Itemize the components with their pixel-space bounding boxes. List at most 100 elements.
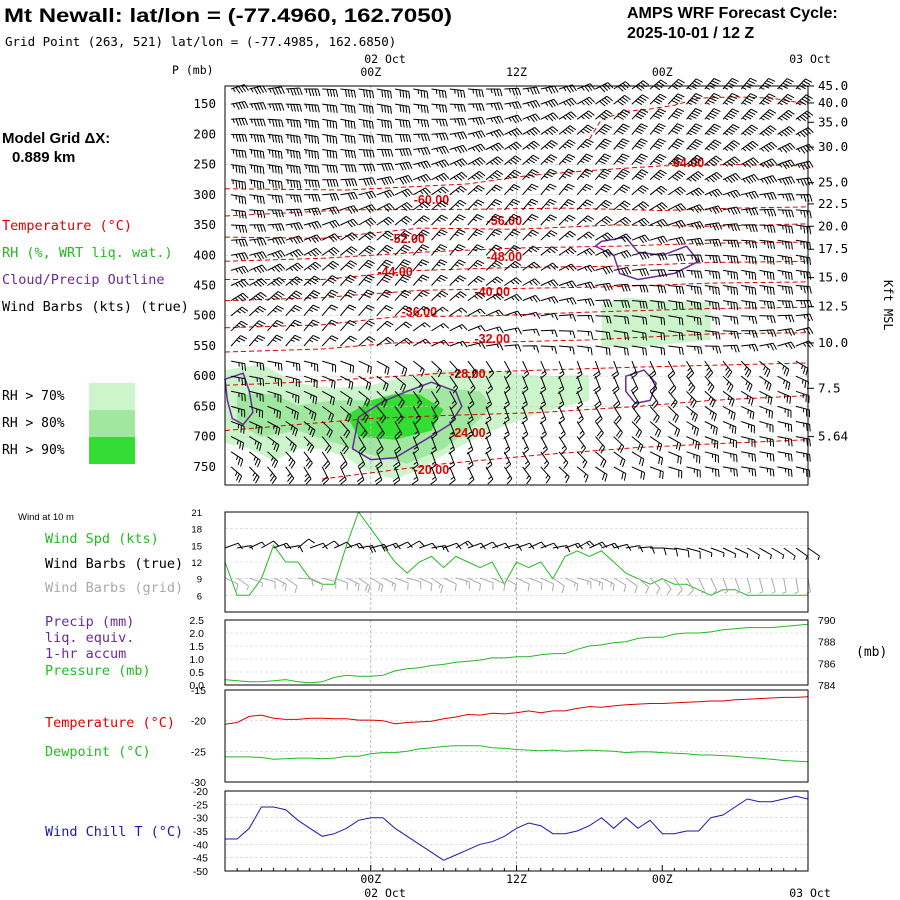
upper-air-wind-barb [595, 265, 614, 275]
height-tick-label: 15.0 [818, 270, 848, 285]
upper-air-wind-barb [631, 421, 643, 439]
legend-rh: RH (%, WRT liq. wat.) [2, 245, 173, 261]
upper-air-wind-barb [686, 315, 702, 326]
surface-wind-barb-grid [516, 577, 530, 592]
upper-air-wind-barb [485, 184, 503, 196]
top-time-tick-label: 00Z [652, 65, 673, 79]
upper-air-wind-barb [358, 360, 372, 375]
temp-tick-label: -30 [191, 777, 206, 789]
upper-air-wind-barb [704, 285, 720, 296]
upper-air-wind-barb [449, 199, 467, 211]
upper-air-wind-barb [522, 294, 541, 303]
upper-air-wind-barb [376, 216, 395, 226]
surface-wind-barb-grid [552, 577, 565, 594]
upper-air-wind-barb [467, 130, 486, 139]
upper-air-wind-barb [740, 108, 758, 121]
upper-air-wind-barb [631, 123, 648, 135]
upper-air-wind-barb [394, 188, 413, 198]
upper-air-wind-barb [595, 82, 614, 93]
upper-air-wind-barb [631, 217, 650, 227]
legend-liq-equiv: liq. equiv. [45, 630, 134, 646]
upper-air-wind-barb [249, 149, 265, 159]
legend-rh70-swatch [89, 383, 135, 410]
upper-air-wind-barb [249, 209, 266, 219]
upper-air-wind-barb [285, 451, 296, 469]
upper-air-wind-barb [576, 231, 595, 241]
upper-air-wind-barb [558, 406, 565, 425]
upper-air-wind-barb [613, 406, 622, 425]
upper-air-wind-barb [285, 304, 302, 317]
upper-air-wind-barb [540, 168, 557, 181]
upper-air-wind-barb [412, 215, 431, 226]
forecast-label: AMPS WRF Forecast Cycle: [627, 5, 838, 22]
upper-air-wind-barb [285, 466, 295, 485]
upper-air-wind-barb [575, 360, 583, 379]
upper-air-wind-barb [285, 103, 302, 112]
upper-air-wind-barb [411, 451, 419, 470]
upper-air-wind-barb [448, 436, 455, 455]
pressure-tick-label: 700 [193, 429, 216, 444]
upper-air-wind-barb [558, 451, 569, 469]
surface-wind-barb-true [492, 542, 511, 550]
upper-air-wind-barb [576, 247, 596, 256]
upper-air-wind-barb [631, 330, 647, 341]
upper-air-wind-barb [340, 218, 359, 228]
upper-air-wind-barb [449, 144, 468, 154]
surface-wind-barb-grid [346, 577, 360, 592]
top-date-left: 02 Oct [364, 52, 406, 66]
upper-air-wind-barb [759, 125, 777, 137]
pressure-tick-label: 786 [818, 658, 836, 670]
legend-temp: Temperature (°C) [45, 715, 175, 731]
upper-air-wind-barb [540, 230, 558, 241]
upper-air-wind-barb [467, 391, 475, 410]
upper-air-wind-barb [358, 259, 375, 271]
upper-air-wind-barb [595, 466, 608, 482]
upper-air-wind-barb [668, 466, 683, 479]
upper-air-wind-barb [741, 436, 756, 448]
upper-air-wind-barb [722, 77, 739, 90]
upper-air-wind-barb [649, 185, 668, 196]
upper-air-wind-barb [431, 88, 447, 99]
upper-air-wind-barb [521, 391, 528, 410]
upper-air-wind-barb [759, 421, 774, 433]
upper-air-wind-barb [740, 405, 755, 420]
upper-air-wind-barb [503, 436, 511, 455]
pressure-tick-label: 788 [818, 637, 836, 649]
upper-air-wind-barb [285, 87, 303, 96]
upper-air-wind-barb [686, 254, 704, 263]
upper-air-wind-barb [267, 250, 286, 259]
upper-air-wind-barb [759, 451, 775, 462]
upper-air-wind-barb [759, 405, 773, 419]
upper-air-wind-barb [412, 305, 431, 317]
upper-air-wind-barb [340, 164, 357, 173]
upper-air-wind-barb [504, 310, 523, 318]
surface-wind-barb-true [224, 542, 243, 550]
upper-air-wind-barb [686, 406, 698, 422]
panel-frame [224, 689, 809, 783]
upper-air-wind-barb [303, 290, 321, 301]
upper-air-wind-barb [576, 215, 595, 226]
upper-air-wind-barb [686, 78, 703, 91]
upper-air-wind-barb [649, 406, 660, 424]
upper-air-wind-barb [322, 133, 338, 145]
upper-air-wind-barb [759, 208, 777, 217]
upper-air-wind-barb [449, 158, 468, 168]
upper-air-wind-barb [740, 140, 759, 152]
surface-wind-barb-grid [479, 577, 494, 591]
upper-air-wind-barb [303, 149, 319, 160]
upper-air-wind-barb [631, 169, 649, 181]
upper-air-wind-barb [356, 466, 365, 485]
windchill-tick-label: -20 [193, 786, 208, 798]
surface-wind-barb-grid [782, 577, 787, 594]
upper-air-wind-barb [722, 223, 740, 232]
upper-air-wind-barb [431, 259, 448, 271]
upper-air-wind-barb [285, 375, 300, 388]
upper-air-wind-barb [303, 194, 321, 202]
upper-air-wind-barb [522, 214, 539, 226]
upper-air-wind-barb [558, 421, 566, 440]
surface-wind-barb-true [807, 547, 820, 561]
upper-air-wind-barb [686, 93, 703, 105]
upper-air-wind-barb [394, 289, 412, 301]
upper-air-wind-barb [704, 171, 723, 183]
upper-air-wind-barb [285, 194, 302, 203]
